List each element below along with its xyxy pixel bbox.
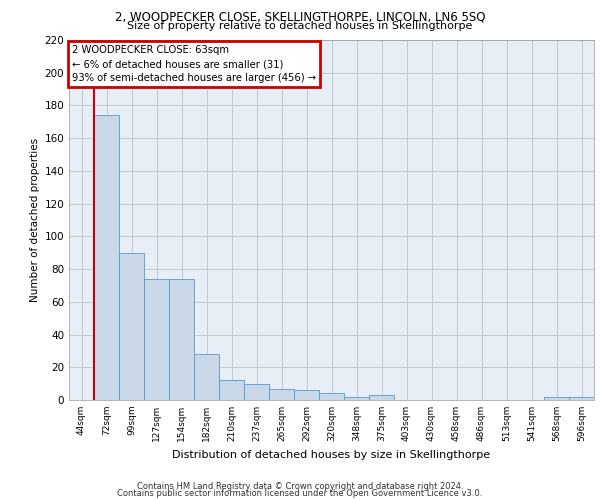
Bar: [544, 396, 569, 400]
Bar: [244, 384, 269, 400]
Bar: [294, 390, 319, 400]
Bar: [569, 396, 594, 400]
Bar: [144, 279, 169, 400]
Bar: [219, 380, 244, 400]
Bar: [119, 252, 144, 400]
Y-axis label: Number of detached properties: Number of detached properties: [30, 138, 40, 302]
Bar: [344, 396, 369, 400]
Bar: [269, 388, 294, 400]
Text: 2 WOODPECKER CLOSE: 63sqm
← 6% of detached houses are smaller (31)
93% of semi-d: 2 WOODPECKER CLOSE: 63sqm ← 6% of detach…: [71, 46, 316, 84]
Bar: [94, 116, 119, 400]
Bar: [319, 394, 344, 400]
Bar: [369, 395, 394, 400]
Bar: [194, 354, 219, 400]
X-axis label: Distribution of detached houses by size in Skellingthorpe: Distribution of detached houses by size …: [172, 450, 491, 460]
Bar: [169, 279, 194, 400]
Text: Contains HM Land Registry data © Crown copyright and database right 2024.: Contains HM Land Registry data © Crown c…: [137, 482, 463, 491]
Text: Size of property relative to detached houses in Skellingthorpe: Size of property relative to detached ho…: [127, 21, 473, 31]
Text: Contains public sector information licensed under the Open Government Licence v3: Contains public sector information licen…: [118, 489, 482, 498]
Text: 2, WOODPECKER CLOSE, SKELLINGTHORPE, LINCOLN, LN6 5SQ: 2, WOODPECKER CLOSE, SKELLINGTHORPE, LIN…: [115, 11, 485, 24]
